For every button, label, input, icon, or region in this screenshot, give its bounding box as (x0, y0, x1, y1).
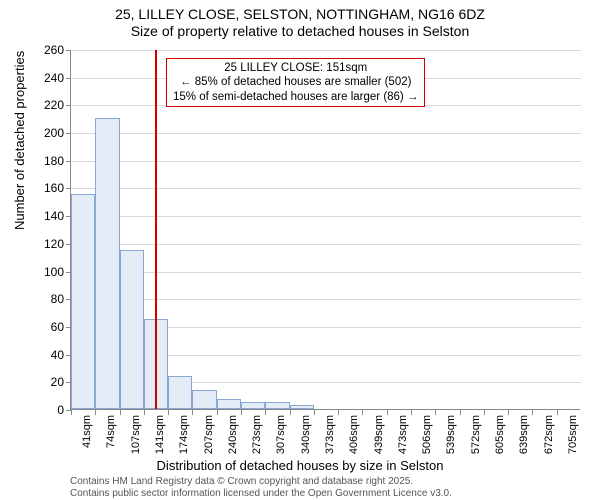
footer-attribution: Contains HM Land Registry data © Crown c… (70, 476, 452, 499)
ytick-label: 180 (24, 154, 64, 168)
gridline (71, 216, 581, 217)
ytick-label: 140 (24, 209, 64, 223)
xtick-mark (95, 410, 96, 415)
gridline (71, 161, 581, 162)
ytick-label: 0 (24, 403, 64, 417)
ytick-label: 220 (24, 98, 64, 112)
histogram-bar (71, 194, 95, 409)
xtick-mark (290, 410, 291, 415)
histogram-bar (265, 402, 289, 409)
xtick-mark (460, 410, 461, 415)
ytick-label: 260 (24, 43, 64, 57)
xtick-mark (192, 410, 193, 415)
ytick-label: 100 (24, 265, 64, 279)
ytick-label: 240 (24, 71, 64, 85)
histogram-bar (217, 399, 241, 409)
xtick-label: 240sqm (227, 415, 239, 454)
xtick-label: 74sqm (105, 415, 117, 448)
gridline (71, 188, 581, 189)
xtick-mark (217, 410, 218, 415)
plot-region: 41sqm74sqm107sqm141sqm174sqm207sqm240sqm… (70, 50, 580, 410)
xtick-label: 174sqm (178, 415, 190, 454)
ytick-mark (66, 105, 71, 106)
ytick-label: 40 (24, 348, 64, 362)
ytick-mark (66, 188, 71, 189)
xtick-mark (144, 410, 145, 415)
xtick-mark (435, 410, 436, 415)
xtick-label: 141sqm (154, 415, 166, 454)
gridline (71, 299, 581, 300)
xtick-label: 373sqm (324, 415, 336, 454)
chart-area: 41sqm74sqm107sqm141sqm174sqm207sqm240sqm… (70, 50, 580, 410)
ytick-mark (66, 50, 71, 51)
ytick-mark (66, 78, 71, 79)
chart-container: 25, LILLEY CLOSE, SELSTON, NOTTINGHAM, N… (0, 0, 600, 500)
xtick-mark (120, 410, 121, 415)
xtick-label: 572sqm (470, 415, 482, 454)
histogram-bar (290, 405, 314, 409)
ytick-label: 200 (24, 126, 64, 140)
xtick-label: 705sqm (567, 415, 579, 454)
chart-title: 25, LILLEY CLOSE, SELSTON, NOTTINGHAM, N… (0, 0, 600, 40)
xtick-label: 340sqm (300, 415, 312, 454)
title-line1: 25, LILLEY CLOSE, SELSTON, NOTTINGHAM, N… (0, 6, 600, 23)
xtick-label: 439sqm (373, 415, 385, 454)
annotation-line2: ← 85% of detached houses are smaller (50… (173, 75, 418, 89)
histogram-bar (192, 390, 216, 409)
xtick-label: 273sqm (251, 415, 263, 454)
xtick-label: 41sqm (81, 415, 93, 448)
ytick-label: 80 (24, 292, 64, 306)
xtick-label: 207sqm (203, 415, 215, 454)
xtick-mark (314, 410, 315, 415)
xtick-mark (362, 410, 363, 415)
xtick-label: 406sqm (348, 415, 360, 454)
ytick-label: 160 (24, 181, 64, 195)
x-axis-label: Distribution of detached houses by size … (0, 458, 600, 473)
xtick-mark (532, 410, 533, 415)
gridline (71, 50, 581, 51)
ytick-label: 60 (24, 320, 64, 334)
reference-line (155, 50, 157, 409)
xtick-mark (265, 410, 266, 415)
xtick-mark (557, 410, 558, 415)
xtick-mark (168, 410, 169, 415)
xtick-mark (71, 410, 72, 415)
gridline (71, 244, 581, 245)
xtick-mark (338, 410, 339, 415)
title-line2: Size of property relative to detached ho… (0, 23, 600, 40)
xtick-mark (241, 410, 242, 415)
ytick-mark (66, 161, 71, 162)
gridline (71, 133, 581, 134)
gridline (71, 272, 581, 273)
xtick-label: 605sqm (494, 415, 506, 454)
xtick-mark (387, 410, 388, 415)
annotation-box: 25 LILLEY CLOSE: 151sqm← 85% of detached… (166, 58, 425, 107)
xtick-label: 506sqm (421, 415, 433, 454)
xtick-label: 539sqm (445, 415, 457, 454)
xtick-mark (508, 410, 509, 415)
xtick-label: 639sqm (518, 415, 530, 454)
xtick-mark (484, 410, 485, 415)
ytick-mark (66, 133, 71, 134)
histogram-bar (241, 402, 265, 409)
xtick-label: 672sqm (543, 415, 555, 454)
footer-line1: Contains HM Land Registry data © Crown c… (70, 476, 452, 488)
xtick-mark (411, 410, 412, 415)
xtick-label: 473sqm (397, 415, 409, 454)
histogram-bar (168, 376, 192, 409)
annotation-line3: 15% of semi-detached houses are larger (… (173, 90, 418, 104)
annotation-line1: 25 LILLEY CLOSE: 151sqm (173, 61, 418, 75)
footer-line2: Contains public sector information licen… (70, 488, 452, 500)
ytick-label: 120 (24, 237, 64, 251)
histogram-bar (95, 118, 119, 409)
xtick-label: 107sqm (130, 415, 142, 454)
histogram-bar (120, 250, 144, 409)
ytick-label: 20 (24, 375, 64, 389)
xtick-label: 307sqm (275, 415, 287, 454)
